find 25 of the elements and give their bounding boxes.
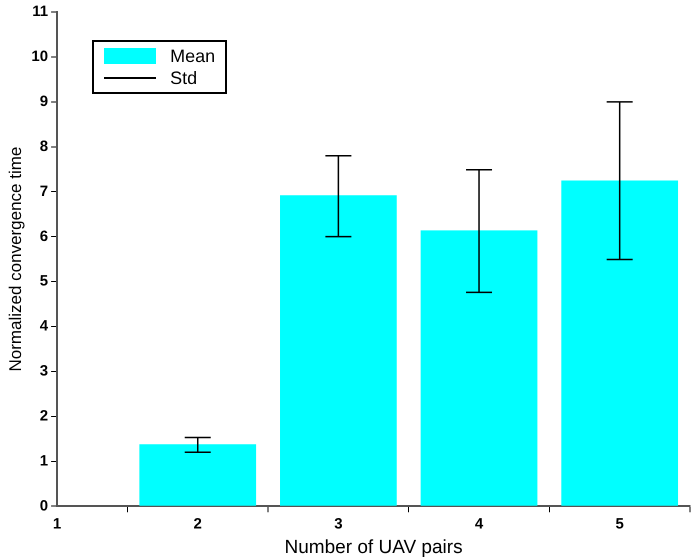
bar (420, 230, 538, 506)
legend-label: Mean (170, 45, 216, 67)
y-tick-label: 3 (40, 362, 48, 380)
y-tick-label: 2 (40, 407, 48, 424)
x-axis-title: Number of UAV pairs (284, 536, 463, 558)
y-tick-label: 11 (32, 3, 48, 20)
x-tick-label: 5 (616, 515, 624, 532)
y-tick-label: 8 (40, 138, 48, 155)
bar (139, 444, 256, 506)
y-tick-label: 6 (40, 228, 48, 245)
y-tick-label: 4 (40, 318, 49, 335)
bar (561, 180, 678, 506)
y-tick-label: 7 (40, 182, 48, 200)
x-tick-label: 4 (474, 515, 484, 532)
y-tick-label: 10 (31, 48, 48, 66)
y-tick-label: 5 (40, 272, 48, 290)
x-tick-label: 1 (52, 515, 62, 532)
y-tick-label: 9 (40, 92, 48, 110)
bar (280, 195, 397, 506)
y-axis-title: Normalized convergence time (6, 146, 25, 372)
y-tick-label: 1 (40, 452, 48, 470)
x-tick-label: 3 (334, 515, 343, 532)
annotation: Std (170, 67, 198, 89)
x-tick-label: 2 (194, 515, 202, 532)
y-tick-label: 0 (40, 497, 48, 514)
